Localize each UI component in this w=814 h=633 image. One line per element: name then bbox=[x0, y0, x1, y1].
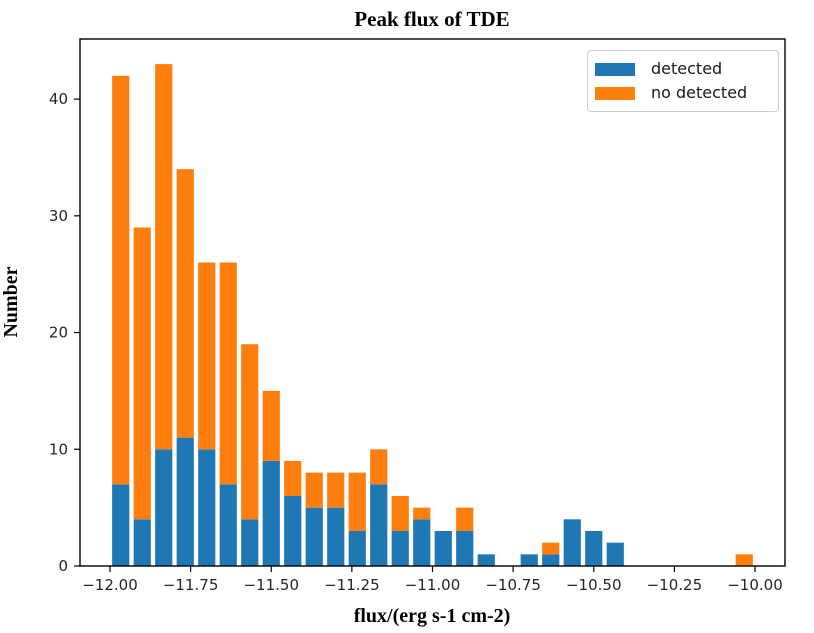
x-axis-label: flux/(erg s-1 cm-2) bbox=[354, 605, 511, 627]
chart-title: Peak flux of TDE bbox=[354, 7, 509, 31]
bar-segment-detected-bin15 bbox=[413, 519, 431, 566]
bar-segment-detected-bin9 bbox=[284, 495, 302, 566]
bar-segment-detected-bin16 bbox=[434, 530, 452, 566]
bar-segment-no-detected-bin17 bbox=[456, 507, 474, 531]
bar-segment-detected-bin1 bbox=[112, 484, 130, 566]
bar-segment-no-detected-bin2 bbox=[133, 227, 151, 520]
plot-frame bbox=[79, 38, 786, 567]
bar-segment-detected-bin3 bbox=[155, 449, 173, 566]
legend-item-detected: detected bbox=[595, 58, 770, 80]
legend-label-no-detected: no detected bbox=[651, 83, 748, 102]
x-tick-label: −10.00 bbox=[727, 576, 783, 594]
x-tick-label: −11.75 bbox=[163, 576, 219, 594]
bar-segment-detected-bin21 bbox=[542, 554, 560, 566]
bar-segment-detected-bin14 bbox=[391, 530, 409, 566]
ticks-layer: −12.00 −11.75 −11.50 −11.25 −11.00 −10.75 −10.… bbox=[49, 90, 783, 594]
bar-segment-no-detected-bin6 bbox=[219, 262, 237, 485]
bar-segment-no-detected-bin11 bbox=[327, 472, 345, 508]
bar-segment-no-detected-bin5 bbox=[198, 262, 216, 450]
bar-segment-detected-bin7 bbox=[241, 519, 259, 566]
legend-swatch-no-detected bbox=[595, 86, 635, 100]
x-tick-label: −11.50 bbox=[243, 576, 299, 594]
bar-segment-no-detected-bin13 bbox=[370, 449, 388, 485]
y-tick-label: 0 bbox=[58, 557, 68, 575]
y-tick-label: 40 bbox=[49, 90, 68, 108]
bar-segment-no-detected-bin21 bbox=[542, 542, 560, 555]
bar-segment-detected-bin4 bbox=[176, 437, 194, 566]
x-tick-label: −11.25 bbox=[324, 576, 380, 594]
bar-segment-detected-bin10 bbox=[305, 507, 323, 566]
x-tick-label: −11.00 bbox=[405, 576, 461, 594]
bar-segment-detected-bin5 bbox=[198, 449, 216, 566]
bar-segment-detected-bin24 bbox=[606, 542, 624, 566]
bar-segment-no-detected-bin30 bbox=[735, 554, 753, 566]
y-axis-label: Number bbox=[0, 266, 22, 337]
x-tick-label: −12.00 bbox=[82, 576, 138, 594]
bar-segment-no-detected-bin3 bbox=[155, 64, 173, 450]
bar-segment-no-detected-bin7 bbox=[241, 344, 259, 520]
bar-segment-detected-bin6 bbox=[219, 484, 237, 566]
y-tick-label: 10 bbox=[49, 440, 68, 458]
bar-segment-no-detected-bin15 bbox=[413, 507, 431, 520]
y-tick-label: 30 bbox=[49, 207, 68, 225]
bar-segment-detected-bin13 bbox=[370, 484, 388, 566]
bar-segment-detected-bin11 bbox=[327, 507, 345, 566]
bar-segment-no-detected-bin14 bbox=[391, 495, 409, 531]
bar-segment-detected-bin12 bbox=[348, 530, 366, 566]
y-tick-label: 20 bbox=[49, 324, 68, 342]
bar-segment-detected-bin20 bbox=[520, 554, 538, 566]
legend-label-detected: detected bbox=[651, 59, 723, 78]
legend-item-no-detected: no detected bbox=[595, 82, 770, 104]
bar-segment-no-detected-bin12 bbox=[348, 472, 366, 531]
bar-segment-detected-bin22 bbox=[563, 519, 581, 566]
bar-segment-detected-bin2 bbox=[133, 519, 151, 566]
bar-segment-no-detected-bin1 bbox=[112, 75, 130, 485]
bar-segment-detected-bin23 bbox=[585, 530, 603, 566]
x-tick-label: −10.25 bbox=[647, 576, 703, 594]
bar-segment-detected-bin17 bbox=[456, 530, 474, 566]
bar-segment-detected-bin18 bbox=[477, 554, 495, 566]
bar-segment-no-detected-bin10 bbox=[305, 472, 323, 508]
bar-segment-no-detected-bin8 bbox=[262, 390, 280, 461]
legend-swatch-detected bbox=[595, 62, 635, 76]
bar-segment-no-detected-bin4 bbox=[176, 169, 194, 438]
bar-segment-no-detected-bin9 bbox=[284, 460, 302, 496]
legend: detected no detected bbox=[587, 50, 779, 112]
x-tick-label: −10.75 bbox=[485, 576, 541, 594]
x-tick-label: −10.50 bbox=[566, 576, 622, 594]
bar-segment-detected-bin8 bbox=[262, 460, 280, 566]
bars-layer bbox=[112, 64, 753, 566]
